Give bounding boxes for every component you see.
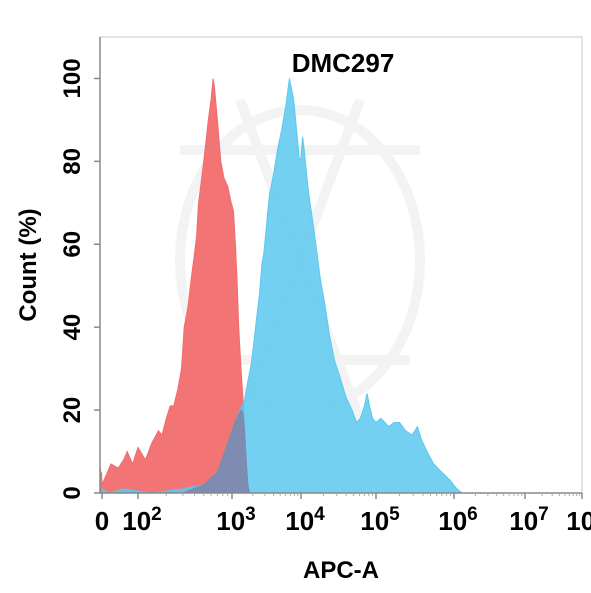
y-tick-label: 0 (59, 486, 86, 499)
x-tick-label: 105 (360, 504, 400, 536)
x-ticks: 0 102 103 104 105 106 107 108 (95, 493, 591, 536)
x-tick-label: 102 (122, 504, 162, 536)
x-tick-label: 103 (216, 504, 256, 536)
chart-title: DMC297 (292, 48, 395, 78)
series-overlap-area (182, 409, 250, 494)
plot-area (99, 78, 464, 494)
series-control-area (99, 78, 250, 494)
y-tick-label: 40 (59, 314, 86, 341)
x-tick-label: 104 (285, 504, 325, 536)
x-tick-label: 0 (95, 506, 109, 536)
x-axis-label: APC-A (303, 557, 379, 584)
y-tick-label: 80 (59, 148, 86, 175)
y-ticks: 0 20 40 60 80 100 (59, 58, 100, 500)
x-tick-label: 108 (566, 504, 591, 536)
x-tick-label: 106 (438, 504, 478, 536)
x-tick-label: 107 (509, 504, 549, 536)
y-tick-label: 20 (59, 397, 86, 424)
y-tick-label: 100 (59, 58, 86, 98)
y-axis-label: Count (%) (15, 208, 42, 321)
y-tick-label: 60 (59, 231, 86, 258)
series-sample-area (101, 78, 464, 494)
